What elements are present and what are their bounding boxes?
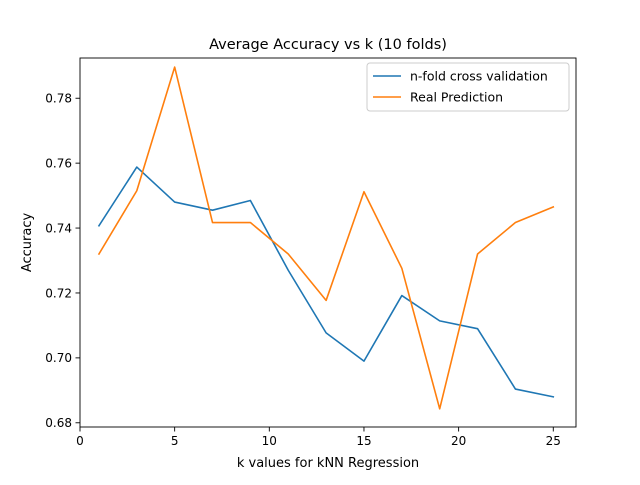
y-tick-label: 0.68 xyxy=(45,416,72,430)
data-point xyxy=(439,320,441,322)
x-tick-label: 0 xyxy=(76,434,84,448)
data-point xyxy=(98,225,100,227)
y-tick-label: 0.78 xyxy=(45,92,72,106)
axes-frame xyxy=(79,57,577,428)
chart-title: Average Accuracy vs k (10 folds) xyxy=(209,37,447,53)
y-tick-label: 0.70 xyxy=(45,351,72,365)
data-point xyxy=(477,253,479,255)
x-tick-label: 20 xyxy=(451,434,466,448)
series-layer xyxy=(97,66,555,410)
data-point xyxy=(174,66,176,68)
legend-items: n-fold cross validation Real Prediction xyxy=(373,69,548,105)
data-point xyxy=(439,408,441,410)
y-tick-label: 0.72 xyxy=(45,286,72,300)
x-tick-label: 10 xyxy=(262,434,277,448)
data-point xyxy=(401,295,403,297)
data-point xyxy=(212,222,214,224)
y-axis-label: Accuracy xyxy=(20,213,35,273)
data-point xyxy=(136,190,138,192)
data-point xyxy=(552,206,554,208)
x-tick-label: 5 xyxy=(171,434,179,448)
x-tick-label: 25 xyxy=(546,434,561,448)
data-point xyxy=(401,268,403,270)
series-line-real-prediction xyxy=(97,66,555,410)
data-point xyxy=(515,388,517,390)
data-point xyxy=(287,269,289,271)
legend: n-fold cross validation Real Prediction xyxy=(366,62,570,112)
y-tick-label: 0.74 xyxy=(45,221,72,235)
data-point xyxy=(250,222,252,224)
x-tick-label: 15 xyxy=(356,434,371,448)
data-point xyxy=(174,201,176,203)
data-point xyxy=(250,200,252,202)
y-axis-ticks: 0.68 0.70 0.72 0.74 0.76 0.78 xyxy=(45,92,80,430)
legend-label: n-fold cross validation xyxy=(410,69,548,84)
data-point xyxy=(477,328,479,330)
x-axis-label: k values for kNN Regression xyxy=(237,456,419,471)
data-point xyxy=(136,166,138,168)
data-point xyxy=(98,253,100,255)
data-point xyxy=(363,360,365,362)
y-tick-label: 0.76 xyxy=(45,156,72,170)
data-point xyxy=(212,209,214,211)
data-point xyxy=(363,191,365,193)
data-point xyxy=(515,222,517,224)
series-line-cross-validation xyxy=(97,166,555,398)
data-point xyxy=(552,396,554,398)
x-axis-ticks: 0 5 10 15 20 25 xyxy=(76,427,561,448)
data-point xyxy=(325,332,327,334)
legend-label: Real Prediction xyxy=(410,90,503,105)
legend-box xyxy=(366,62,570,112)
data-point xyxy=(287,253,289,255)
data-point xyxy=(325,300,327,302)
